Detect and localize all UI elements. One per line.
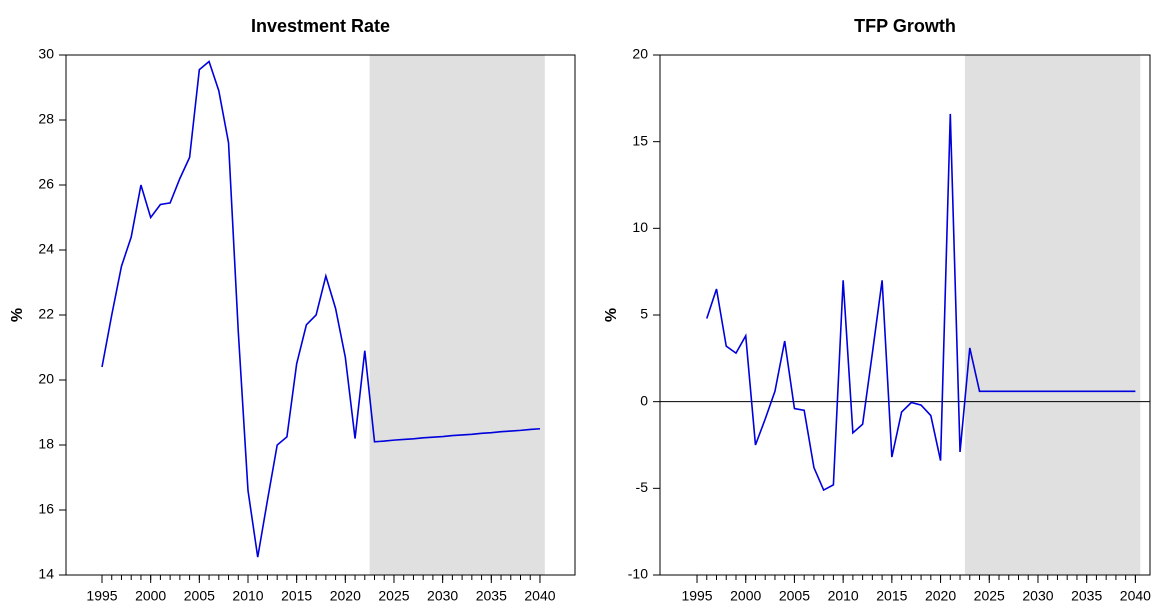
y-axis-label: % (9, 308, 26, 322)
x-tick-label: 2000 (730, 588, 761, 604)
x-tick-label: 2005 (779, 588, 810, 604)
y-tick-label: 22 (38, 306, 54, 322)
x-tick-label: 2020 (925, 588, 956, 604)
x-tick-label: 2015 (281, 588, 312, 604)
y-tick-label: 5 (640, 306, 648, 322)
chart-title: TFP Growth (854, 16, 956, 36)
y-tick-label: 26 (38, 176, 54, 192)
y-tick-label: 20 (632, 46, 648, 62)
x-tick-label: 2030 (427, 588, 458, 604)
data-line (101, 60, 541, 558)
y-tick-label: 10 (632, 219, 648, 235)
x-tick-label: 2040 (1120, 588, 1151, 604)
forecast-shade (369, 55, 545, 575)
x-tick-label: 2005 (184, 588, 215, 604)
x-tick-label: 1995 (86, 588, 117, 604)
y-tick-label: 15 (632, 132, 648, 148)
y-tick-label: 30 (38, 46, 54, 62)
x-tick-label: 2000 (135, 588, 166, 604)
y-tick-label: -10 (628, 566, 648, 582)
y-tick-label: -5 (636, 479, 649, 495)
y-tick-label: 0 (640, 392, 648, 408)
y-axis-label: % (603, 308, 620, 322)
y-tick-label: 16 (38, 501, 54, 517)
forecast-shade (964, 55, 1141, 575)
data-line (705, 113, 1136, 492)
y-tick-label: 20 (38, 371, 54, 387)
y-tick-label: 18 (38, 436, 54, 452)
chart-title: Investment Rate (251, 16, 390, 36)
x-tick-label: 2015 (876, 588, 907, 604)
y-tick-label: 28 (38, 111, 54, 127)
x-tick-label: 2030 (1022, 588, 1053, 604)
x-tick-label: 1995 (681, 588, 712, 604)
x-tick-label: 2010 (828, 588, 859, 604)
x-tick-label: 2020 (330, 588, 361, 604)
x-tick-label: 2035 (476, 588, 507, 604)
x-tick-label: 2040 (524, 588, 555, 604)
x-tick-label: 2025 (378, 588, 409, 604)
y-tick-label: 24 (38, 241, 54, 257)
x-tick-label: 2025 (974, 588, 1005, 604)
x-tick-label: 2010 (232, 588, 263, 604)
x-tick-label: 2035 (1071, 588, 1102, 604)
y-tick-label: 14 (38, 566, 54, 582)
